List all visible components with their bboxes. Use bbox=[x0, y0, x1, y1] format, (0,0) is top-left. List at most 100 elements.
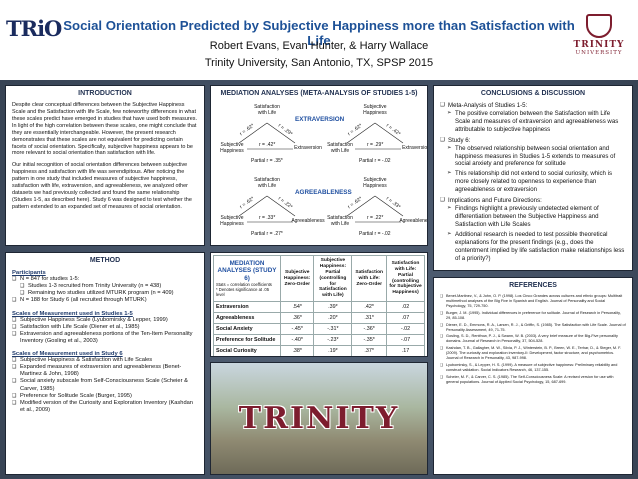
bullet-item: N = 188 for Study 6 (all recruited throu… bbox=[12, 297, 198, 304]
logo-emblem bbox=[586, 14, 612, 38]
table-note: Stats = correlation coefficients bbox=[216, 282, 272, 288]
bullet-item: Satisfaction with Life Scale (Diener et … bbox=[12, 324, 198, 331]
node-label: Agreeableness bbox=[291, 218, 325, 224]
logo-left: TRiO bbox=[6, 16, 62, 41]
section-title: Study 6: bbox=[440, 137, 626, 145]
r-label: r = .33* bbox=[259, 215, 276, 221]
paragraph: Our initial recognition of social orient… bbox=[12, 162, 192, 210]
cell: -.45* bbox=[279, 323, 315, 336]
path-line bbox=[238, 122, 268, 144]
node-label: Satisfaction with Life bbox=[327, 215, 353, 227]
cell: .42* bbox=[351, 301, 388, 314]
logo-right: TRINITY UNIVERSITY bbox=[566, 14, 632, 56]
cell: .20* bbox=[313, 312, 353, 325]
bullet-item: Subjective Happiness & Satisfaction with… bbox=[12, 357, 198, 364]
cell: -.36* bbox=[351, 323, 388, 336]
cell: -.31* bbox=[313, 323, 353, 336]
table-row: Social Anxiety -.45* -.31* -.36* -.02 bbox=[213, 323, 425, 336]
node-label: Subjective Happiness bbox=[363, 177, 387, 189]
bullet-item: Findings highlight a previously undetect… bbox=[440, 205, 626, 229]
r-label: r = .42* bbox=[259, 142, 276, 148]
bullet-item: Additional research is needed to test po… bbox=[440, 231, 626, 263]
references-panel: REFERENCES Benet-Martinez, V., & John, O… bbox=[433, 277, 633, 475]
path-line bbox=[238, 195, 268, 217]
bullet-item: N = 847 for studies 1-5: bbox=[12, 276, 198, 283]
bullet-item: Modified version of the Curiosity and Ex… bbox=[12, 400, 198, 414]
heading: REFERENCES bbox=[509, 282, 557, 289]
construct-label: EXTRAVERSION bbox=[295, 116, 345, 123]
cell: -.35* bbox=[351, 334, 388, 347]
cell: .07 bbox=[386, 312, 425, 325]
cell: -.40* bbox=[279, 334, 315, 347]
bullet-item: Extraversion and agreeableness portions … bbox=[12, 331, 198, 345]
table-note: * Denotes significance at .05 level bbox=[216, 287, 270, 298]
conclusions-panel: CONCLUSIONS & DISCUSSION Meta-Analysis o… bbox=[433, 85, 633, 271]
results-table: MEDIATION ANALYSES (STUDY 6) Stats = corr… bbox=[213, 254, 425, 356]
row-label: Preference for Solitude bbox=[213, 334, 281, 347]
header: TRiO Social Orientation Predicted by Sub… bbox=[0, 0, 638, 80]
authors: Robert Evans, Evan Hunter, & Harry Walla… bbox=[209, 40, 429, 52]
table-panel: MEDIATION ANALYSES (STUDY 6) Stats = corr… bbox=[210, 252, 428, 357]
partial-label: Partial r = -.02 bbox=[359, 231, 391, 237]
reference: Benet-Martinez, V., & John, O. P. (1998)… bbox=[440, 294, 626, 309]
path-line bbox=[374, 195, 404, 217]
diagram-lines bbox=[238, 122, 404, 223]
row-label: Extraversion bbox=[213, 301, 281, 314]
bullet-item: Preference for Solitude Scale (Burger, 1… bbox=[12, 393, 198, 400]
heading: CONCLUSIONS & DISCUSSION bbox=[480, 90, 586, 97]
column-header: Satisfaction with Life: Partial (control… bbox=[386, 254, 425, 303]
bullet-item: Subjective Happiness Scale (Lyubomirsky … bbox=[12, 317, 198, 324]
reference: Kashdan, T. B., Gallagher, M. W., Silvia… bbox=[440, 346, 626, 361]
cell: .02 bbox=[386, 301, 425, 314]
heading: METHOD bbox=[89, 257, 121, 264]
reference: Scheier, M. F., & Carver, C. S. (1985). … bbox=[440, 375, 626, 385]
banner-text: TRINITY bbox=[238, 401, 400, 436]
column-header: Subjective Happiness: Zero-Order bbox=[279, 254, 315, 303]
cell: .17 bbox=[386, 345, 425, 356]
path-line bbox=[374, 122, 404, 144]
diagram: EXTRAVERSION Satisfaction with Life Subjec… bbox=[217, 102, 427, 245]
heading: INTRODUCTION bbox=[78, 90, 132, 97]
path-line bbox=[266, 195, 296, 217]
column-header: Satisfaction with Life: Zero-Order bbox=[351, 254, 388, 303]
node-label: Extraversion bbox=[294, 145, 322, 151]
reference: Diener, E. D., Emmons, R. A., Larsen, R.… bbox=[440, 323, 626, 333]
cell: .39* bbox=[313, 301, 353, 314]
path-line bbox=[266, 122, 296, 144]
row-label: Social Anxiety bbox=[213, 323, 281, 336]
node-label: Agreeableness bbox=[399, 218, 428, 224]
node-label: Extraversion bbox=[402, 145, 428, 151]
sub-item: Studies 1-3 recruited from Trinity Unive… bbox=[12, 283, 198, 290]
paragraph: Despite clear conceptual differences bet… bbox=[12, 102, 197, 157]
r-label: r = .29* bbox=[367, 142, 384, 148]
logo-subtext: UNIVERSITY bbox=[575, 50, 623, 56]
cell: .37* bbox=[351, 345, 388, 356]
bullet-item: The observed relationship between social… bbox=[440, 145, 626, 169]
bullet-item: This relationship did not extend to soci… bbox=[440, 170, 626, 194]
cell: .54* bbox=[279, 301, 315, 314]
mediation-panel: MEDIATION ANALYSES (META-ANALYSIS OF STU… bbox=[210, 85, 428, 246]
cell: .38* bbox=[279, 345, 315, 356]
bullet-item: Expanded measures of extraversion and ag… bbox=[12, 364, 198, 378]
reference: Gosling, S. D., Rentfrow, P. J., & Swann… bbox=[440, 334, 626, 344]
method-panel: METHOD ParticipantsN = 847 for studies 1… bbox=[5, 252, 205, 475]
table-title-cell: MEDIATION ANALYSES (STUDY 6) Stats = corr… bbox=[213, 254, 281, 303]
table-row: Preference for Solitude -.40* -.23* -.35* -.… bbox=[213, 334, 425, 347]
table-row: Extraversion .54* .39* .42* .02 bbox=[213, 301, 425, 314]
table-row: Social Curiosity .38* .19* .37* .17 bbox=[213, 345, 425, 356]
cell: .31* bbox=[351, 312, 388, 325]
section-title: Meta-Analysis of Studies 1-5: bbox=[440, 102, 626, 110]
affiliation: Trinity University, San Antonio, TX, SPS… bbox=[204, 57, 434, 69]
header-row: MEDIATION ANALYSES (STUDY 6) Stats = corr… bbox=[213, 254, 425, 303]
section-title: Participants bbox=[12, 270, 46, 276]
partial-label: Partial r = -.02 bbox=[359, 158, 391, 164]
r-label: r = .22* bbox=[367, 215, 384, 221]
construct-label: AGREEABLENESS bbox=[295, 189, 352, 196]
node-label: Satisfaction with Life bbox=[254, 177, 280, 189]
cell: .19* bbox=[313, 345, 353, 356]
node-label: Subjective Happiness bbox=[220, 142, 244, 154]
node-label: Subjective Happiness bbox=[363, 104, 387, 116]
section-title: Implications and Future Directions: bbox=[440, 197, 626, 205]
cell: -.02 bbox=[386, 323, 425, 336]
